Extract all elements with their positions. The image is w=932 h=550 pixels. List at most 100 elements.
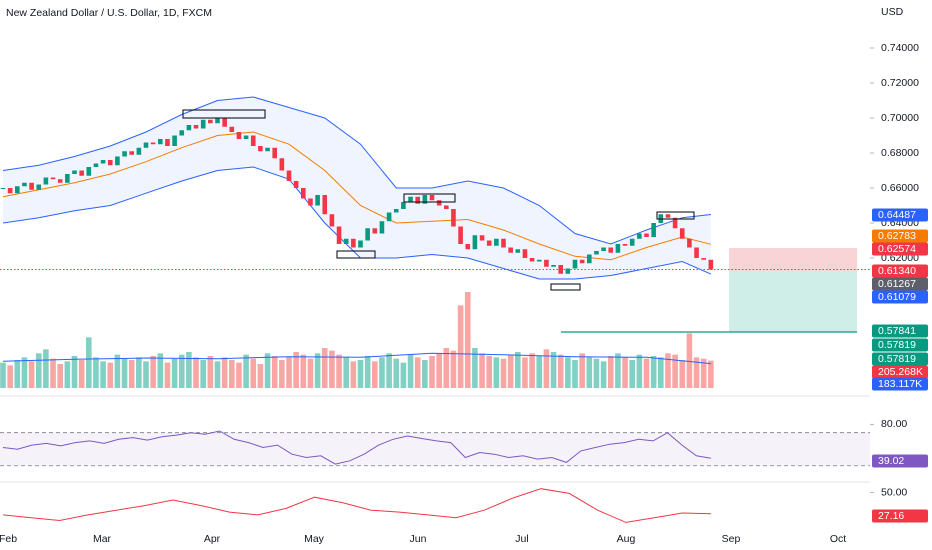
candle (679, 228, 685, 239)
volume-bar (0, 362, 6, 388)
volume-bar (357, 360, 364, 388)
target-zone (729, 271, 857, 332)
candle (129, 151, 134, 155)
x-tick-label: Apr (204, 533, 221, 545)
x-tick-label: May (304, 533, 325, 545)
volume-bar (708, 360, 714, 388)
currency-label: USD (881, 6, 904, 18)
volume-bar (229, 360, 235, 388)
stop-zone (729, 248, 857, 271)
candle (272, 147, 277, 159)
oscillator-tick-label: 50.00 (881, 486, 907, 498)
volume-bar (171, 358, 178, 388)
volume-bar (271, 356, 278, 388)
candle (458, 226, 463, 244)
volume-bar (529, 353, 535, 388)
volume-bar (64, 361, 71, 388)
candle (65, 174, 70, 183)
volume-bar (93, 357, 99, 388)
candle (336, 226, 342, 244)
candle (415, 196, 420, 204)
x-tick-label: Jul (515, 533, 528, 545)
volume-bar (600, 361, 607, 388)
volume-bar (300, 354, 307, 388)
candle (629, 238, 635, 246)
volume-bar (700, 358, 707, 388)
candle (408, 196, 413, 202)
volume-bar (207, 356, 214, 388)
price-badge (872, 242, 928, 256)
candle (708, 259, 714, 270)
volume-bar (100, 361, 106, 388)
volume-bar (114, 354, 121, 388)
candle (7, 188, 13, 194)
volume-bar (493, 357, 500, 388)
volume-bar (279, 360, 285, 388)
volume-bar (336, 354, 342, 388)
volume-bar (372, 361, 378, 388)
drawn-box (656, 211, 695, 220)
x-tick-label: Jun (410, 533, 427, 545)
volume-bar (128, 360, 135, 388)
candle (172, 135, 177, 146)
volume-bar (565, 357, 571, 388)
price-badge-label: 39.02 (878, 455, 904, 467)
rsi-tick-label: 80.00 (881, 418, 907, 430)
volume-bar (150, 356, 156, 388)
volume-bar (643, 358, 650, 388)
volume-bar (457, 305, 464, 388)
candle (529, 258, 535, 262)
volume-bar (436, 353, 442, 388)
candle (594, 251, 599, 255)
volume-bar (193, 357, 199, 388)
volume-bar (579, 353, 585, 388)
volume-bar (350, 361, 357, 388)
candle (322, 195, 328, 215)
candle (315, 195, 320, 206)
main-layer (0, 118, 870, 523)
volume-bar (400, 362, 407, 388)
candle (508, 247, 513, 253)
candle (572, 259, 578, 269)
bollinger-upper (2, 96, 711, 245)
volume-bar (121, 358, 128, 388)
candle (179, 130, 185, 136)
candle (86, 167, 92, 176)
price-badge-label: 0.64487 (878, 209, 916, 221)
candle (100, 160, 106, 164)
volume-bar (321, 348, 328, 388)
volume-bar (515, 352, 521, 388)
price-badge (872, 365, 928, 379)
drawn-box (336, 250, 376, 259)
candle (57, 179, 63, 183)
candle (479, 235, 485, 241)
candle (50, 177, 56, 180)
candle (515, 249, 521, 253)
candle (637, 233, 642, 239)
candle (0, 188, 6, 189)
candle (551, 265, 556, 267)
price-badge-label: 205.268K (878, 366, 923, 378)
volume-bar (414, 357, 421, 388)
candle (250, 135, 256, 146)
volume-bar (536, 356, 543, 388)
chart-title: New Zealand Dollar / U.S. Dollar, 1D, FX… (6, 7, 212, 19)
volume-bar (50, 358, 56, 388)
price-badge (872, 509, 928, 523)
x-tick-label: Sep (722, 533, 741, 545)
candle (401, 202, 406, 209)
candle (258, 146, 263, 152)
volume-bar (293, 352, 299, 388)
candle (536, 259, 542, 262)
volume-bar (78, 360, 85, 388)
volume-bar (364, 356, 371, 388)
candle (279, 158, 285, 171)
drawn-box (182, 109, 266, 119)
volume-bar (35, 353, 42, 388)
oscillator-line (2, 488, 711, 523)
volume-bar (422, 360, 428, 388)
candle (522, 249, 528, 258)
candle (615, 244, 621, 253)
candle (22, 182, 27, 187)
